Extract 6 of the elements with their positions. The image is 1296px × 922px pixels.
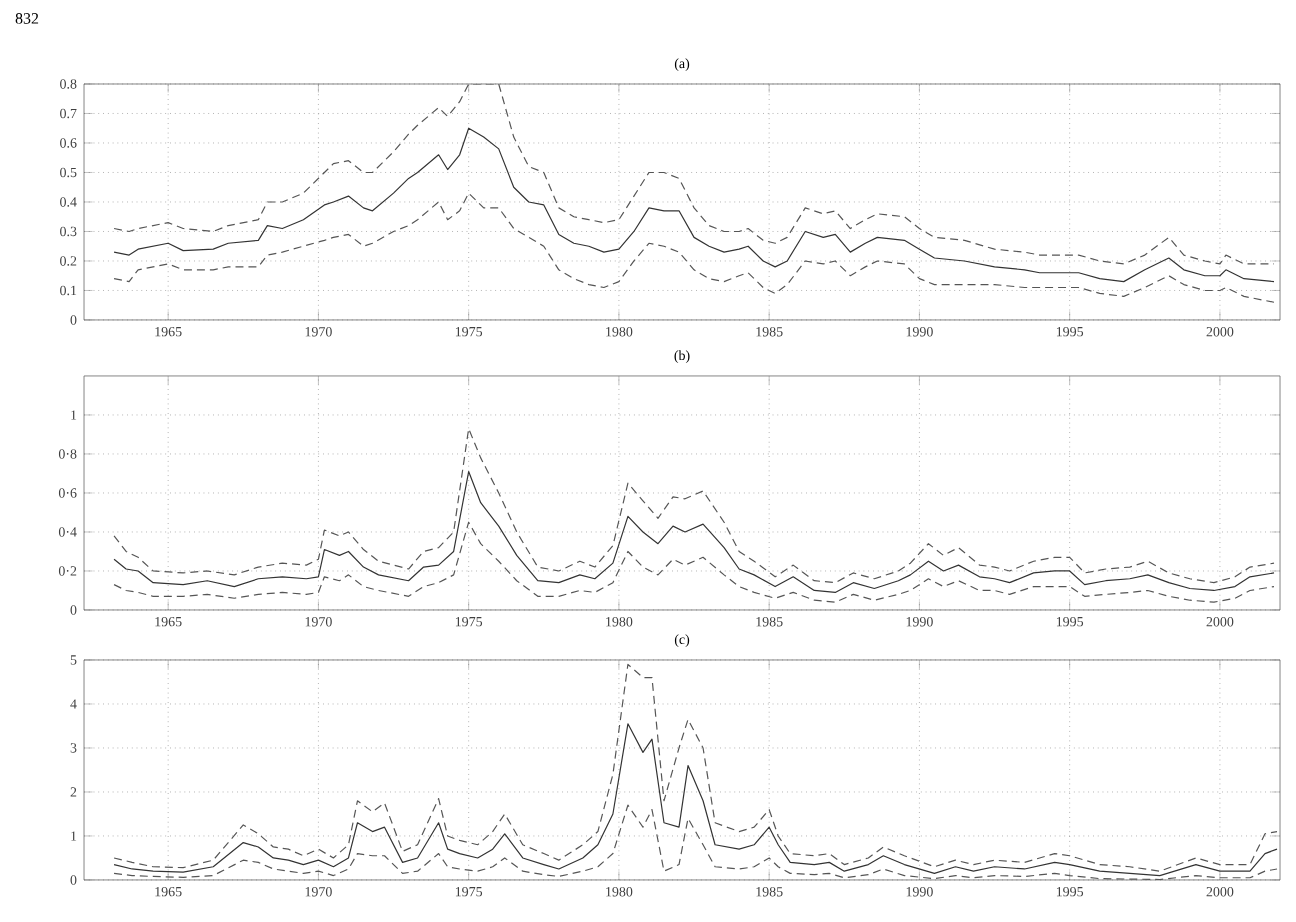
line-series [113,127,1275,283]
line-series [113,663,1278,872]
line-series [113,428,1275,584]
line-series [113,804,1278,880]
line-series [113,723,1278,877]
line-series [113,470,1275,594]
